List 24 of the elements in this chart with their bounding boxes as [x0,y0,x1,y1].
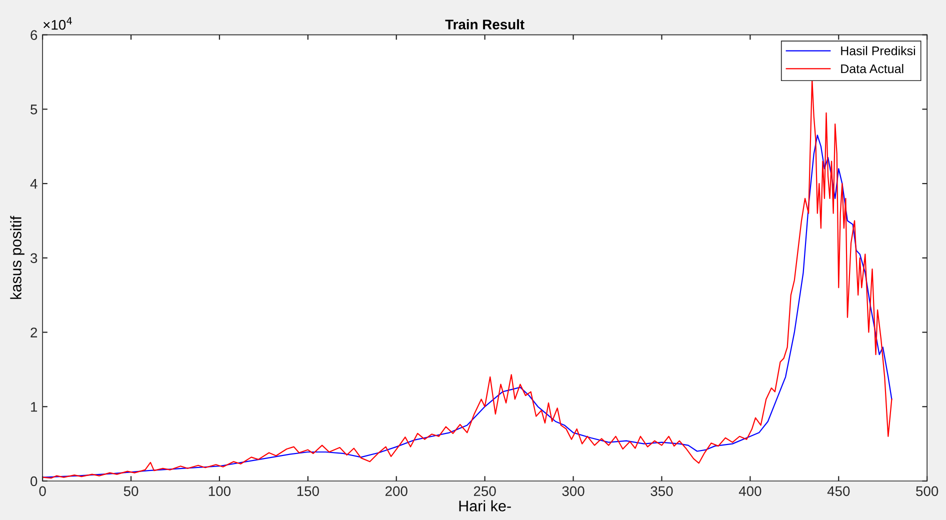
x-tick-label: 50 [124,486,138,496]
legend-label: Hasil Prediksi [841,46,915,56]
y-tick-label: 5 [30,104,38,114]
x-tick-label: 150 [297,486,319,496]
x-tick-label: 250 [474,486,496,496]
x-tick-label: 100 [208,486,231,496]
y-tick-label: 4 [30,179,38,189]
y-tick-label: 2 [30,328,38,338]
y-tick-label: 0 [30,476,38,486]
x-axis-title: Hari ke- [459,500,511,512]
chart-title: Train Result [445,19,524,30]
text: ×10$^{4}$ [44,17,72,30]
y-tick-label: 1 [31,402,38,412]
legend-label: Data Actual [841,64,904,74]
x-tick-label: 500 [916,486,938,496]
x-tick-label: 300 [562,486,584,496]
x-tick-label: 400 [738,486,762,496]
x-tick-label: 350 [650,486,673,496]
x-tick-label: 200 [385,486,408,496]
y-tick-label: 3 [30,253,38,264]
y-tick-label: 6 [30,30,38,40]
y-axis-title: kasus positif [10,216,24,299]
x-tick-label: 450 [827,486,850,496]
x-tick-label: 0 [39,486,46,496]
